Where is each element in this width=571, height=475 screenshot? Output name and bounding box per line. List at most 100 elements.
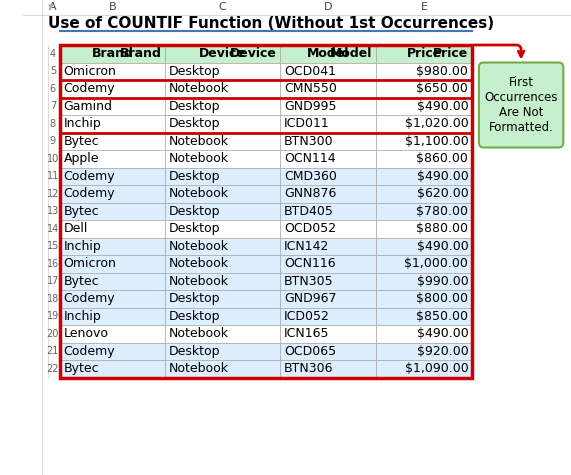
Text: Desktop: Desktop [169,345,220,358]
Bar [59,97,472,133]
Text: Codemy: Codemy [63,170,115,183]
Bar [280,307,376,325]
Bar [376,360,472,378]
Bar [165,325,280,342]
Text: Lenovo: Lenovo [63,327,108,340]
Bar [59,80,165,97]
Bar [376,45,472,63]
Bar [280,115,376,133]
Bar [280,342,376,360]
Text: $490.00: $490.00 [417,170,468,183]
Text: Model: Model [307,47,349,60]
Text: A: A [49,2,57,12]
Text: Desktop: Desktop [169,292,220,305]
Text: $490.00: $490.00 [417,327,468,340]
Bar [59,202,165,220]
Text: Inchip: Inchip [63,310,101,323]
Text: $490.00: $490.00 [417,240,468,253]
Bar [59,238,165,255]
Text: $880.00: $880.00 [416,222,468,235]
Bar [59,273,165,290]
Text: Desktop: Desktop [169,65,220,78]
Text: Bytec: Bytec [63,135,99,148]
Text: BTN300: BTN300 [284,135,333,148]
Bar [165,168,280,185]
Text: Bytec: Bytec [63,205,99,218]
Bar [280,325,376,342]
Bar [376,290,472,307]
Text: Omicron: Omicron [63,65,116,78]
Text: GND967: GND967 [284,292,336,305]
Text: Codemy: Codemy [63,345,115,358]
Bar [376,133,472,150]
Text: BTN305: BTN305 [284,275,333,288]
Text: Notebook: Notebook [169,362,229,375]
Text: $800.00: $800.00 [416,292,468,305]
Text: 6: 6 [50,84,56,94]
Text: 10: 10 [47,154,59,164]
Bar [165,307,280,325]
Text: 21: 21 [47,346,59,356]
Text: $490.00: $490.00 [417,100,468,113]
Text: $1,000.00: $1,000.00 [404,257,468,270]
Bar [165,342,280,360]
Bar [280,133,376,150]
Bar [280,97,376,115]
Text: Notebook: Notebook [169,327,229,340]
Bar [165,45,280,63]
Bar [376,325,472,342]
Bar [280,202,376,220]
Text: $990.00: $990.00 [417,275,468,288]
Text: 8: 8 [50,119,56,129]
Text: Codemy: Codemy [63,187,115,200]
Bar [59,220,165,238]
Bar [59,255,165,273]
Bar [165,238,280,255]
Bar [165,185,280,202]
Bar [59,97,165,115]
Text: Price: Price [433,47,468,60]
Text: CMN550: CMN550 [284,82,337,95]
Text: $1,100.00: $1,100.00 [405,135,468,148]
Bar [165,202,280,220]
Text: BTD405: BTD405 [284,205,334,218]
Text: Notebook: Notebook [169,240,229,253]
Bar [280,168,376,185]
Text: 16: 16 [47,259,59,269]
Text: Dell: Dell [63,222,88,235]
Bar [165,80,280,97]
Text: Notebook: Notebook [169,152,229,165]
Bar [280,185,376,202]
Text: Device: Device [230,47,276,60]
Bar [376,273,472,290]
Text: Apple: Apple [63,152,99,165]
Text: BTN306: BTN306 [284,362,333,375]
Text: 17: 17 [47,276,59,286]
Text: 9: 9 [50,136,56,146]
Text: First
Occurrences
Are Not
Formatted.: First Occurrences Are Not Formatted. [484,76,558,134]
Text: 7: 7 [50,101,56,111]
Text: GND995: GND995 [284,100,336,113]
Bar [376,238,472,255]
Bar [280,273,376,290]
Text: 13: 13 [47,206,59,216]
Text: 22: 22 [47,364,59,374]
Text: Desktop: Desktop [169,170,220,183]
Text: $650.00: $650.00 [416,82,468,95]
Text: E: E [421,2,428,12]
Text: ICD052: ICD052 [284,310,330,323]
Bar [165,63,280,80]
Text: 14: 14 [47,224,59,234]
Bar [59,150,165,168]
Bar [280,238,376,255]
Text: 15: 15 [47,241,59,251]
Bar [59,63,165,80]
Bar [280,360,376,378]
Bar [165,133,280,150]
Bar [59,360,165,378]
Text: Desktop: Desktop [169,117,220,130]
Text: $1,020.00: $1,020.00 [405,117,468,130]
Text: Codemy: Codemy [63,82,115,95]
Bar [376,185,472,202]
Text: CMD360: CMD360 [284,170,337,183]
